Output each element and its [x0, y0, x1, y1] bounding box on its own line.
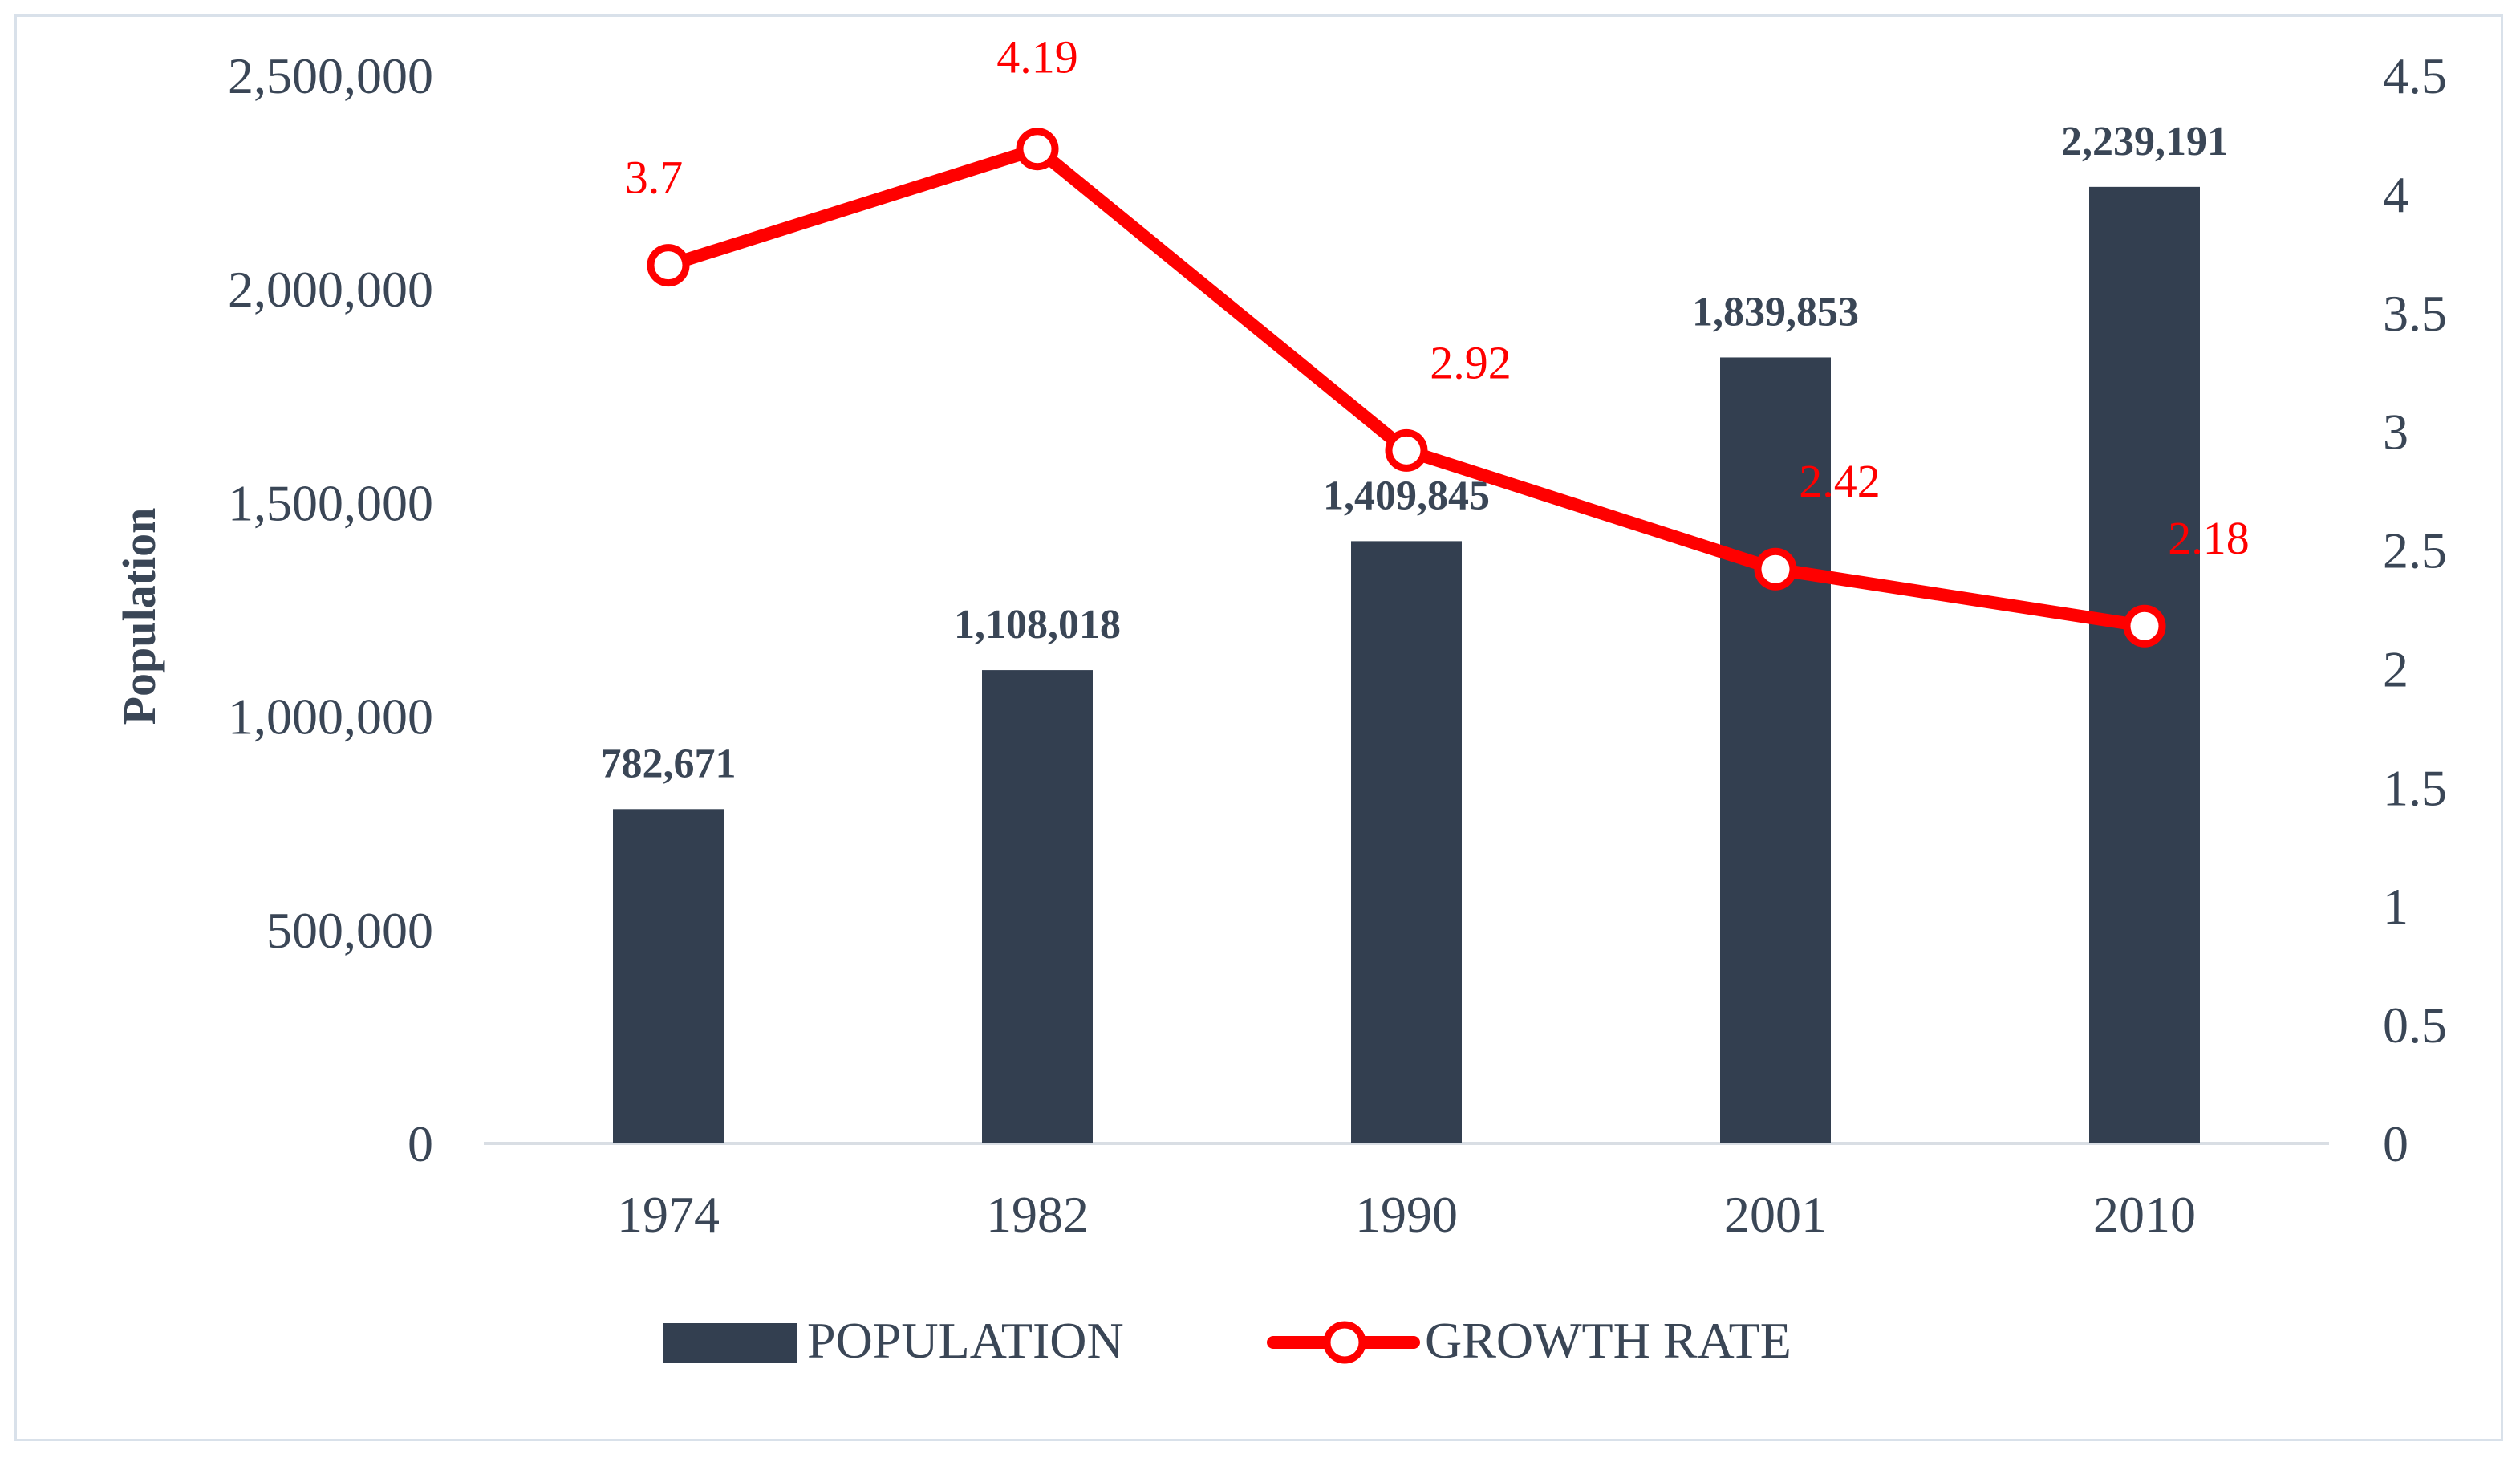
left-axis-ticks: 0 500,000 1,000,000 1,500,000 2,000,000 2,500… [228, 47, 433, 1172]
left-axis-tick-label: 1,500,000 [228, 474, 433, 531]
legend-population-label: POPULATION [807, 1312, 1124, 1369]
population-data-label: 782,671 [601, 741, 737, 786]
growth-rate-point [1754, 547, 1797, 591]
right-axis-tick-label: 0.5 [2383, 997, 2447, 1054]
x-axis-tick-label: 2010 [2093, 1186, 2196, 1243]
y-axis-title-group: Population [113, 508, 165, 725]
population-bar [1351, 541, 1462, 1143]
right-axis-tick-label: 3 [2383, 404, 2408, 461]
growth-labels: 3.7 4.19 2.92 2.42 2.18 [625, 31, 2250, 565]
right-axis-tick-label: 2.5 [2383, 522, 2447, 579]
population-bar [613, 809, 724, 1143]
growth-line-group [647, 128, 2166, 648]
growth-rate-point [647, 244, 690, 287]
growth-rate-point [1016, 128, 1059, 171]
x-axis-tick-label: 2001 [1724, 1186, 1827, 1243]
y-axis-title: Population [113, 508, 165, 725]
population-data-label: 1,108,018 [954, 602, 1121, 648]
left-axis-tick-label: 2,500,000 [228, 47, 433, 104]
legend-population-swatch [663, 1323, 797, 1363]
left-axis-tick-label: 0 [408, 1115, 433, 1172]
bar-labels: 782,671 1,108,018 1,409,845 1,839,853 2,239,… [601, 119, 2229, 786]
legend-growth-rate-marker [1323, 1321, 1366, 1364]
left-axis-tick-label: 2,000,000 [228, 261, 433, 318]
growth-rate-data-label: 3.7 [625, 152, 684, 204]
right-axis-tick-label: 2 [2383, 640, 2408, 697]
right-axis-tick-label: 4 [2383, 166, 2408, 223]
population-bar [2089, 186, 2200, 1143]
legend-growth-rate-label: GROWTH RATE [1425, 1312, 1792, 1369]
growth-rate-point [1385, 428, 1428, 472]
right-axis-tick-label: 1 [2383, 878, 2408, 935]
x-axis-tick-label: 1982 [986, 1186, 1089, 1243]
x-axis-tick-label: 1974 [617, 1186, 720, 1243]
right-axis-ticks: 0 0.5 1 1.5 2 2.5 3 3.5 4 4.5 [2383, 47, 2447, 1172]
growth-rate-point [2123, 604, 2166, 648]
x-axis-ticks: 1974 1982 1990 2001 2010 [617, 1186, 2196, 1243]
population-data-label: 2,239,191 [2061, 119, 2228, 164]
population-data-label: 1,409,845 [1323, 473, 1490, 518]
right-axis-tick-label: 0 [2383, 1115, 2408, 1172]
bars [613, 186, 2200, 1143]
left-axis-tick-label: 1,000,000 [228, 688, 433, 745]
right-axis-tick-label: 3.5 [2383, 285, 2447, 342]
growth-rate-data-label: 2.42 [1799, 455, 1881, 507]
population-bar [982, 670, 1093, 1143]
growth-rate-data-label: 2.92 [1430, 336, 1512, 388]
growth-rate-data-label: 2.18 [2168, 512, 2250, 564]
left-axis-tick-label: 500,000 [266, 902, 433, 959]
population-bar [1720, 357, 1831, 1143]
population-data-label: 1,839,853 [1692, 289, 1859, 335]
chart-frame [14, 14, 2503, 1441]
right-axis-tick-label: 4.5 [2383, 47, 2447, 104]
growth-rate-data-label: 4.19 [996, 31, 1078, 83]
right-axis-tick-label: 1.5 [2383, 759, 2447, 816]
legend: POPULATION GROWTH RATE [663, 1312, 1792, 1369]
x-axis-tick-label: 1990 [1355, 1186, 1458, 1243]
